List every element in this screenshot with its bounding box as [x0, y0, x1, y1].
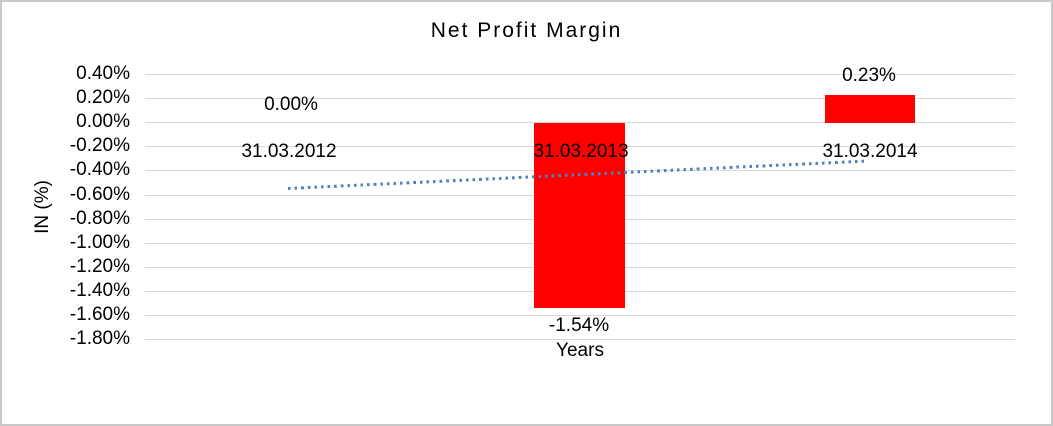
- category-label-2014: 31.03.2014: [822, 141, 918, 162]
- data-label-2014: 0.23%: [842, 65, 896, 86]
- category-label-2013: 31.03.2013: [533, 141, 629, 162]
- x-axis-title: Years: [556, 340, 604, 361]
- y-tick-label: -0.60%: [69, 183, 130, 205]
- y-tick-label: -1.80%: [69, 328, 130, 350]
- chart-title: Net Profit Margin: [430, 19, 623, 42]
- y-tick-label: 0.40%: [76, 63, 130, 84]
- y-tick-label: -1.00%: [69, 231, 130, 253]
- gridline: [145, 74, 1015, 75]
- y-axis-title: IN (%): [32, 180, 53, 234]
- y-tick-label: -1.60%: [69, 304, 130, 325]
- gridline: [145, 339, 1015, 341]
- y-tick-label: -0.80%: [69, 207, 130, 229]
- data-label-2013: -1.54%: [548, 315, 610, 336]
- y-tick-label: -1.40%: [69, 279, 130, 301]
- gridline: [145, 98, 1015, 100]
- y-tick-label: -1.20%: [69, 255, 130, 277]
- gridline-zero: [145, 122, 1015, 124]
- y-tick-label: -0.40%: [69, 159, 130, 181]
- bar-2014: [825, 95, 915, 123]
- y-tick-label: 0.20%: [76, 87, 130, 109]
- data-label-2012: 0.00%: [264, 94, 318, 115]
- gridline: [145, 315, 1015, 316]
- y-tick-label: 0.00%: [76, 111, 130, 133]
- y-tick-label: -0.20%: [69, 135, 130, 157]
- category-label-2012: 31.03.2012: [241, 141, 337, 162]
- bar-2013: [534, 123, 625, 308]
